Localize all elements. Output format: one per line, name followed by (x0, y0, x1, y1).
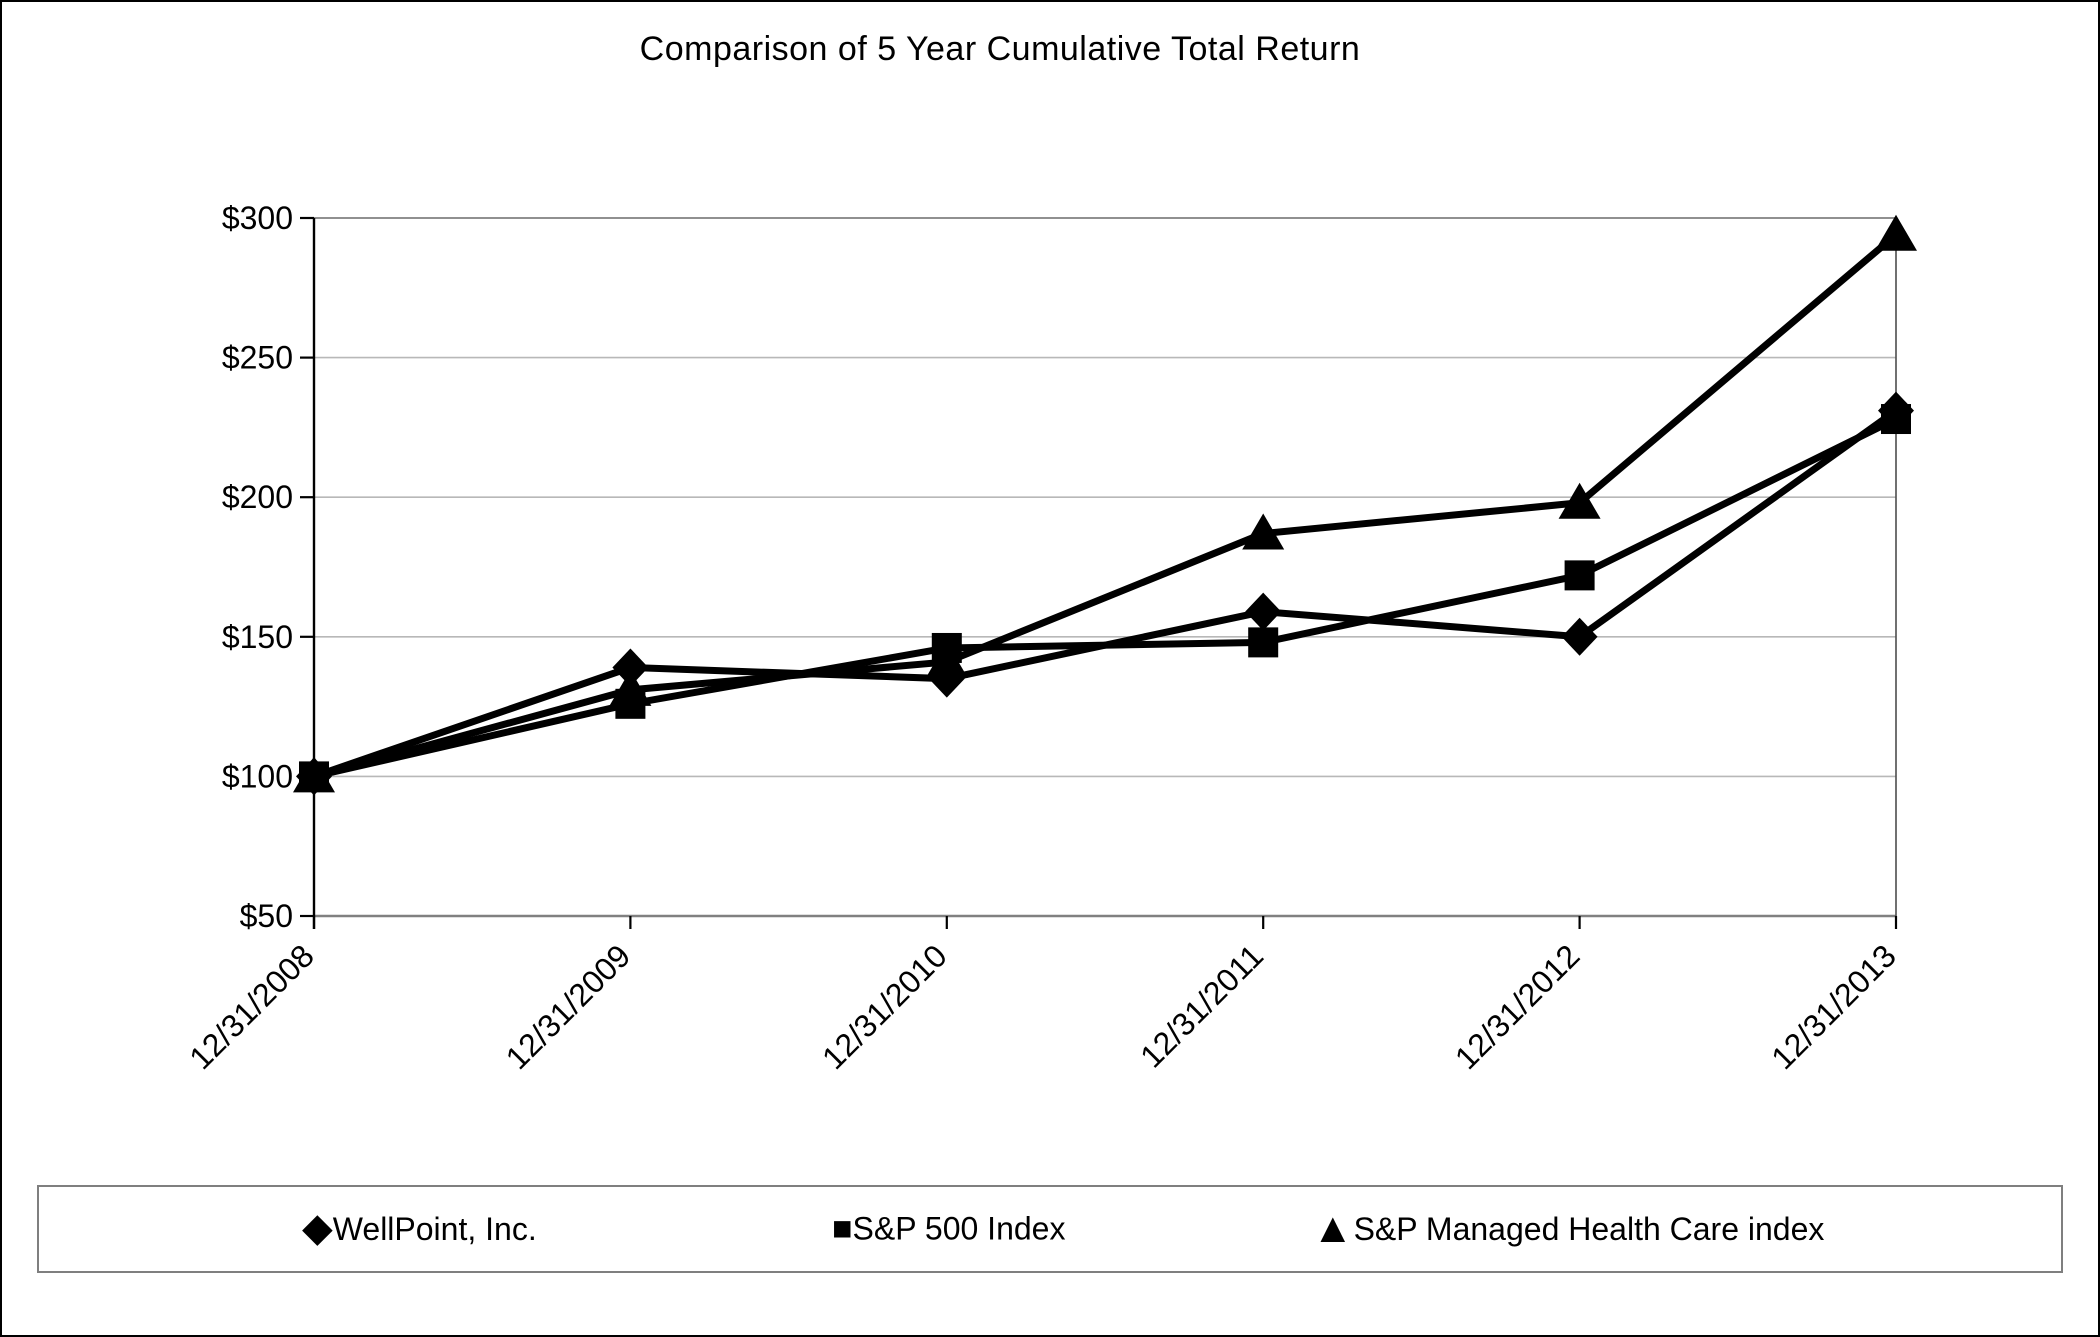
x-tick-label: 12/31/2010 (815, 937, 954, 1076)
x-tick-label: 12/31/2008 (182, 937, 321, 1076)
x-tick-label: 12/31/2013 (1764, 937, 1903, 1076)
y-tick-label: $200 (222, 479, 293, 515)
legend: ◆ WellPoint, Inc. ■ S&P 500 Index ▲ S&P Man… (37, 1185, 2063, 1273)
marker-diamond (296, 757, 332, 796)
legend-label-sp500: S&P 500 Index (852, 1210, 1066, 1247)
marker-diamond (612, 648, 649, 687)
y-tick-label: $50 (240, 898, 293, 934)
marker-square (615, 688, 646, 719)
y-tick-label: $250 (222, 340, 293, 376)
marker-diamond (928, 659, 965, 698)
legend-item-managed-health: ▲ S&P Managed Health Care index (1312, 1204, 1825, 1251)
x-tick-label: 12/31/2011 (1133, 937, 1270, 1074)
series-line-square (313, 415, 1898, 780)
legend-label-managed-health: S&P Managed Health Care index (1353, 1210, 1825, 1247)
diamond-marker-icon: ◆ (302, 1206, 333, 1250)
triangle-marker-icon: ▲ (1312, 1204, 1354, 1251)
marker-square (1564, 560, 1595, 591)
marker-square (931, 632, 962, 663)
marker-diamond (1878, 391, 1914, 430)
square-marker-icon: ■ (832, 1209, 853, 1247)
marker-triangle (1875, 214, 1917, 251)
series-line-triangle (313, 232, 1899, 780)
y-tick-label: $100 (222, 758, 293, 794)
marker-square (1248, 627, 1279, 658)
marker-diamond (1561, 617, 1598, 656)
y-tick-label: $300 (222, 200, 293, 236)
marker-diamond (1245, 592, 1282, 631)
legend-item-wellpoint: ◆ WellPoint, Inc. (302, 1206, 537, 1250)
x-tick-label: 12/31/2012 (1448, 937, 1587, 1076)
legend-item-sp500: ■ S&P 500 Index (832, 1211, 1065, 1248)
y-tick-label: $150 (222, 619, 293, 655)
legend-label-wellpoint: WellPoint, Inc. (332, 1210, 537, 1247)
marker-triangle (1558, 482, 1601, 519)
x-tick-label: 12/31/2009 (499, 937, 638, 1076)
chart-title: Comparison of 5 Year Cumulative Total Re… (639, 30, 1361, 68)
marker-triangle (1242, 513, 1285, 550)
